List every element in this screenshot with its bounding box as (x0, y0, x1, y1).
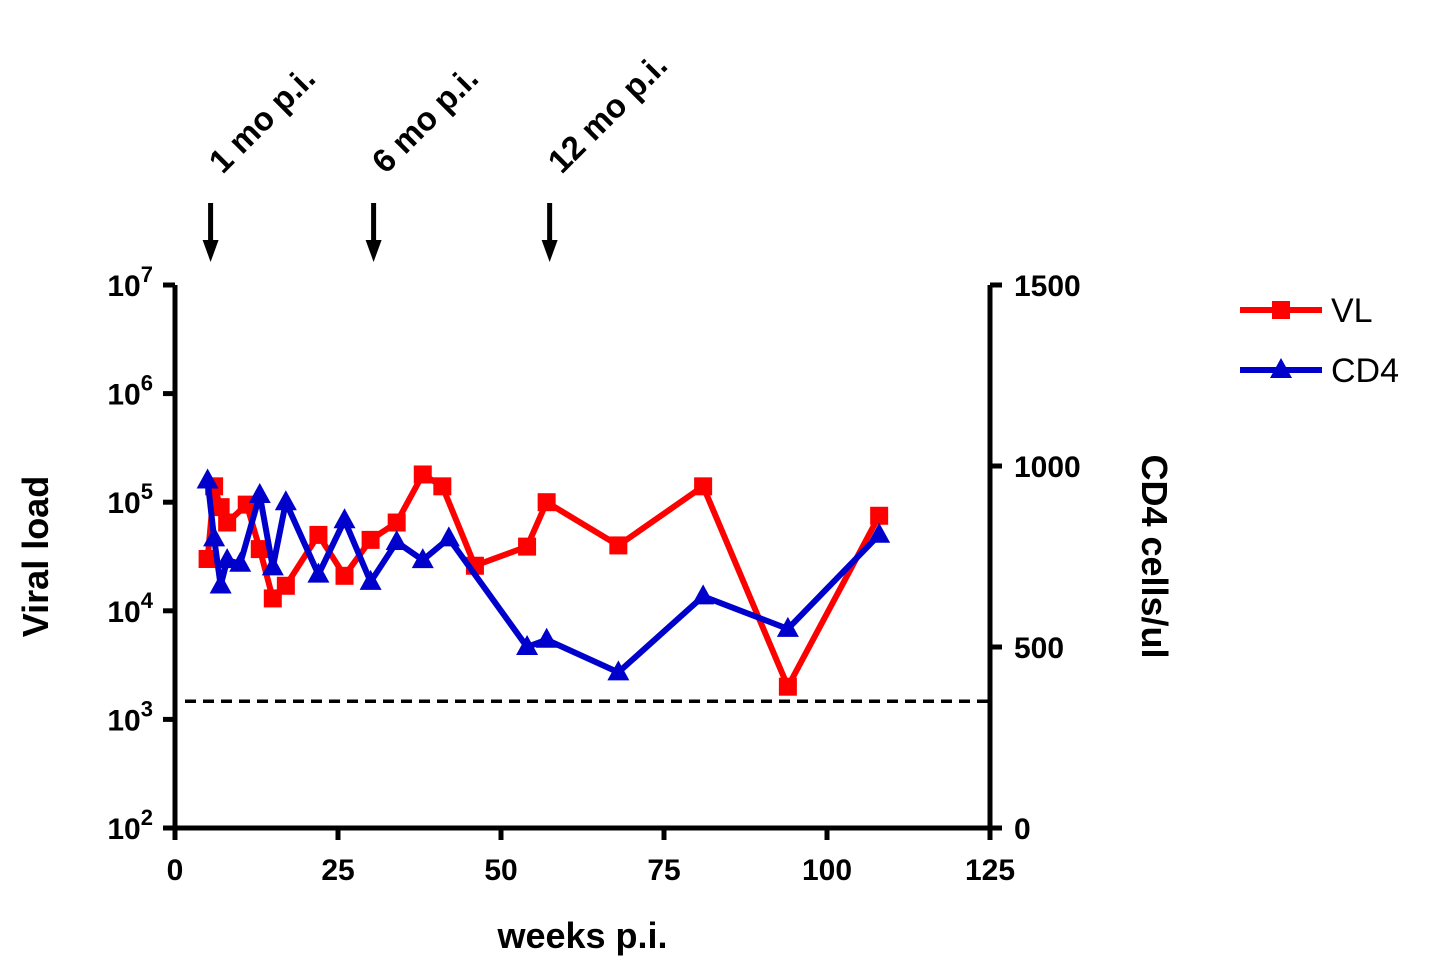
annotations: 1 mo p.i. 6 mo p.i. 12 mo p.i. (201, 46, 674, 262)
data-point-vl (387, 513, 406, 532)
y-right-axis-title: CD4 cells/ul (1134, 454, 1175, 658)
y-left-tick-label: 105 (107, 479, 153, 520)
data-point-cd4 (307, 562, 330, 583)
data-point-cd4 (248, 482, 271, 503)
data-point-cd4 (209, 573, 232, 594)
legend-label: VL (1331, 292, 1373, 330)
data-point-cd4 (385, 530, 408, 551)
data-point-cd4 (516, 635, 539, 655)
annotation-arrow-head (365, 240, 382, 262)
data-point-vl (413, 465, 432, 484)
data-point-cd4 (535, 627, 558, 648)
y-left-tick-label: 103 (107, 696, 153, 737)
data-point-cd4 (196, 468, 219, 489)
annotation-label: 12 mo p.i. (540, 46, 674, 180)
data-point-vl (218, 513, 237, 532)
data-point-cd4 (216, 548, 239, 569)
data-point-cd4 (333, 508, 356, 529)
data-point-cd4 (274, 490, 297, 511)
data-point-vl (518, 537, 537, 556)
y-left-axis-title: Viral load (15, 476, 56, 637)
y-left-tick-label: 107 (107, 262, 153, 303)
data-point-vl (211, 498, 230, 517)
y-left-tick-label: 104 (107, 588, 153, 629)
data-point-vl (361, 530, 380, 549)
data-point-vl (433, 477, 452, 496)
annotation-arrow-head (202, 240, 219, 262)
y-right-tick-label: 1500 (1014, 270, 1081, 303)
data-point-cd4 (607, 660, 630, 681)
data-point-cd4 (437, 526, 460, 547)
y-left-tick-label: 106 (107, 371, 153, 412)
data-point-cd4 (203, 526, 226, 547)
data-point-vl (198, 549, 217, 568)
data-point-vl (335, 566, 354, 585)
data-point-cd4 (868, 522, 891, 543)
legend-item-vl: VL (1240, 292, 1373, 330)
data-point-cd4 (359, 569, 382, 590)
annotation-label: 6 mo p.i. (364, 59, 485, 180)
y-left-tick-label: 102 (107, 805, 153, 846)
series-vl (198, 465, 889, 696)
axes: 0 25 50 75 100 125 102 103 104 105 106 107 0 500 1000 1… (15, 262, 1175, 956)
legend-marker (1270, 358, 1292, 378)
data-point-vl (609, 536, 628, 555)
legend: VL CD4 (1240, 292, 1399, 390)
data-point-vl (870, 506, 889, 525)
data-point-cd4 (229, 551, 252, 572)
data-point-cd4 (776, 616, 799, 637)
y-right-tick-label: 0 (1014, 813, 1031, 846)
y-right-tick-label: 1000 (1014, 451, 1081, 484)
data-point-vl (694, 477, 713, 496)
x-tick-label: 125 (965, 854, 1015, 887)
data-point-vl (537, 493, 556, 512)
series-cd4 (196, 468, 891, 681)
legend-marker (1272, 301, 1290, 319)
data-point-cd4 (261, 555, 284, 576)
data-point-cd4 (411, 548, 434, 569)
data-point-vl (309, 525, 328, 544)
x-tick-label: 75 (647, 854, 680, 887)
series-group (196, 465, 891, 696)
data-point-vl (250, 540, 269, 559)
legend-item-cd4: CD4 (1240, 352, 1399, 390)
y-right-tick-label: 500 (1014, 632, 1064, 665)
annotation-arrow-head (541, 240, 558, 262)
data-point-vl (778, 677, 797, 696)
x-axis-title: weeks p.i. (496, 915, 667, 956)
x-tick-label: 0 (167, 854, 184, 887)
x-tick-label: 100 (802, 854, 852, 887)
annotation-label: 1 mo p.i. (201, 59, 322, 180)
x-tick-label: 25 (321, 854, 354, 887)
legend-label: CD4 (1331, 352, 1399, 390)
data-point-vl (276, 576, 295, 595)
data-point-cd4 (692, 584, 715, 605)
x-tick-label: 50 (484, 854, 517, 887)
